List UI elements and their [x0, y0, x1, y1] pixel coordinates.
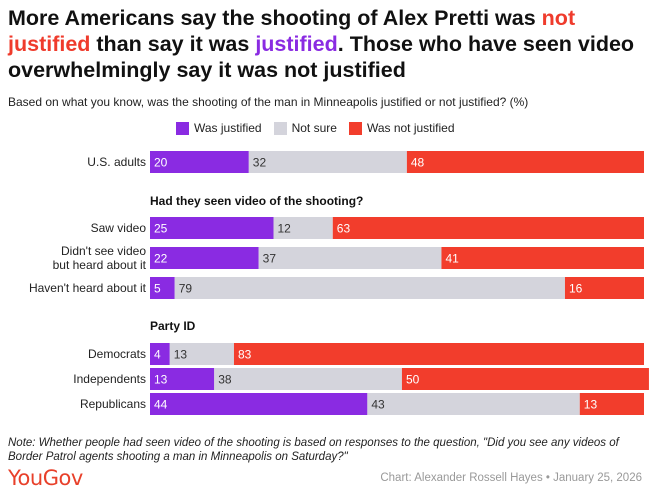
data-label-not-sure: 13 — [174, 348, 188, 362]
legend-swatch-justified — [176, 121, 189, 135]
data-label-not-justified: 48 — [411, 156, 425, 170]
data-label-not-sure: 43 — [371, 398, 385, 412]
chart-credit: Chart: Alexander Rossell Hayes • January… — [380, 472, 642, 484]
data-label-not-justified: 83 — [238, 348, 252, 362]
data-label-justified: 22 — [154, 252, 168, 266]
stacked-bar-chart: U.S. adults 20 32 48 Had they seen video of … — [29, 151, 649, 415]
bar-segment-justified — [150, 277, 175, 299]
data-label-justified: 5 — [154, 282, 161, 296]
bar-segment-not-sure — [174, 277, 565, 299]
row-label: Republicans — [80, 397, 146, 411]
title-justified-1: justified — [8, 32, 91, 56]
legend-swatch-not-justified — [348, 121, 362, 135]
bar-segment-justified — [150, 368, 215, 390]
legend-label-not-sure: Not sure — [291, 121, 337, 135]
bar-segment-not-justified — [406, 151, 644, 173]
row-label: Democrats — [88, 347, 146, 361]
legend: Was justified Not sure Was not justified — [176, 121, 467, 135]
data-label-not-justified: 13 — [584, 398, 598, 412]
bar-segment-justified — [150, 343, 170, 365]
bar-segment-not-sure — [273, 217, 333, 239]
footnote: Note: Whether people had seen video of t… — [8, 437, 619, 463]
legend-item-not-sure: Not sure — [273, 121, 337, 135]
data-label-not-sure: 38 — [218, 373, 232, 387]
data-label-not-justified: 50 — [406, 373, 420, 387]
bar-segment-not-sure — [258, 247, 442, 269]
bar-segment-not-sure — [169, 343, 234, 365]
bar-segment-justified — [150, 151, 249, 173]
data-label-not-sure: 79 — [179, 282, 193, 296]
data-label-justified: 4 — [154, 348, 161, 362]
data-label-not-sure: 37 — [263, 252, 277, 266]
legend-item-justified: Was justified — [176, 121, 262, 135]
bar-segment-not-justified — [332, 217, 644, 239]
row-label: U.S. adults — [87, 155, 146, 169]
bar-segment-not-justified — [441, 247, 644, 269]
bar-segment-not-sure — [367, 393, 580, 415]
chart-subtitle: Based on what you know, was the shooting… — [8, 95, 529, 109]
chart-title: More Americans say the shooting of Alex … — [8, 5, 648, 83]
group-heading: Had they seen video of the shooting? — [150, 194, 363, 208]
row-label: Haven't heard about it — [29, 281, 147, 295]
bar-segment-not-sure — [214, 368, 402, 390]
data-label-justified: 20 — [154, 156, 168, 170]
title-not-word: not — [541, 6, 576, 30]
data-label-justified: 13 — [154, 373, 168, 387]
title-justified-2: justified — [255, 32, 338, 56]
data-label-not-sure: 32 — [253, 156, 267, 170]
title-part2: than say it was — [90, 32, 256, 56]
row-label: Independents — [73, 372, 146, 386]
title-part3: . Those who have seen video overwhelming… — [8, 32, 635, 82]
row-label: Saw video — [91, 221, 147, 235]
data-label-not-justified: 63 — [337, 222, 351, 236]
row-label: Didn't see video but heard about it — [53, 244, 147, 272]
data-label-not-sure: 12 — [278, 222, 292, 236]
yougov-logo: YouGov — [8, 466, 83, 490]
data-label-justified: 44 — [154, 398, 168, 412]
data-label-not-justified: 41 — [445, 252, 459, 266]
bar-segment-not-justified — [579, 393, 644, 415]
data-label-not-justified: 16 — [569, 282, 583, 296]
legend-label-not-justified: Was not justified — [366, 121, 455, 135]
data-label-justified: 25 — [154, 222, 168, 236]
bar-segment-not-justified — [564, 277, 644, 299]
bar-segment-not-justified — [233, 343, 645, 365]
legend-item-not-justified: Was not justified — [348, 121, 455, 135]
title-part1: More Americans say the shooting of Alex … — [8, 6, 542, 30]
group-heading: Party ID — [150, 319, 196, 333]
legend-swatch-not-sure — [273, 121, 287, 135]
bar-segment-not-justified — [401, 368, 649, 390]
bar-segment-justified — [150, 247, 259, 269]
bar-segment-justified — [150, 217, 274, 239]
legend-label-justified: Was justified — [194, 121, 262, 135]
bar-segment-not-sure — [248, 151, 407, 173]
bar-segment-justified — [150, 393, 368, 415]
